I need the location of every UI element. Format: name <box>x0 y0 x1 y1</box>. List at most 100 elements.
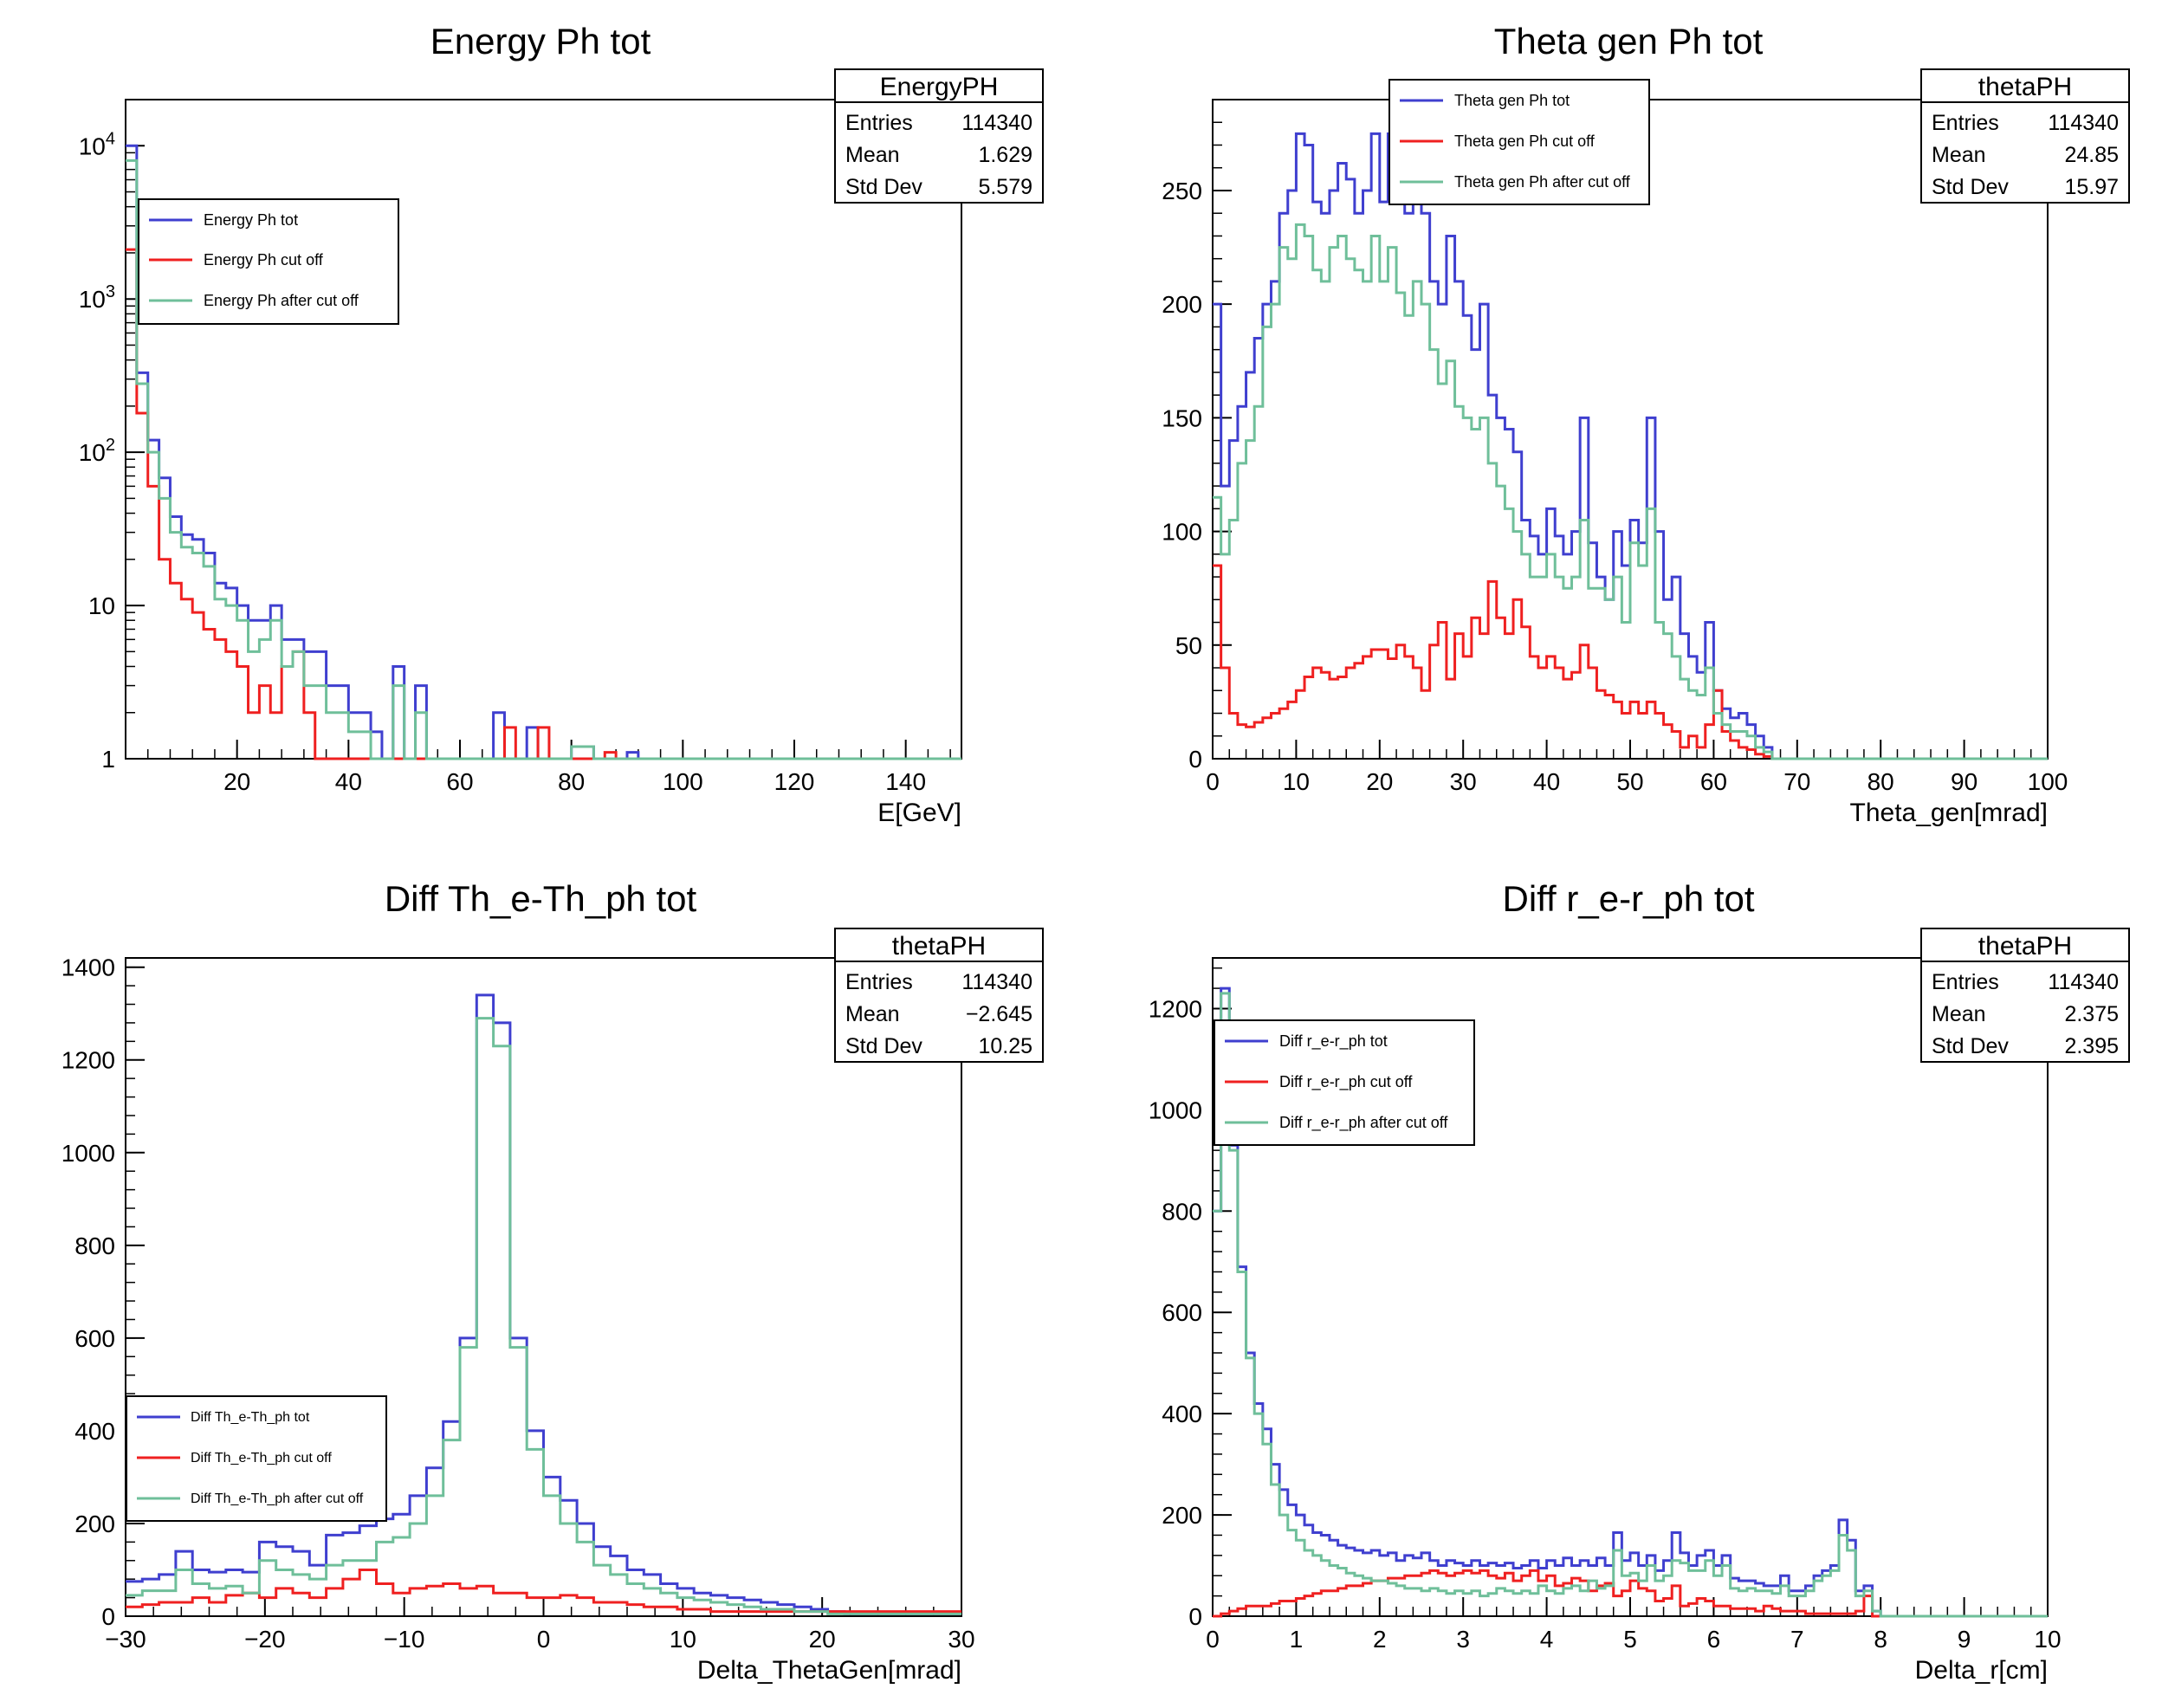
x-tick-label: 0 <box>1206 1626 1220 1653</box>
x-tick-label: 5 <box>1623 1626 1637 1653</box>
stats-value: 114340 <box>961 111 1032 135</box>
stats-label: Entries <box>1932 970 1999 994</box>
stats-label: Std Dev <box>845 175 922 199</box>
stats-name: thetaPH <box>1978 932 2072 961</box>
series-cut <box>1213 1569 2048 1618</box>
legend-label: Diff Th_e-Th_ph tot <box>191 1410 310 1425</box>
x-tick-label: 1 <box>1290 1626 1304 1653</box>
y-tick-label: 1 <box>101 746 115 773</box>
x-tick-label: 10 <box>670 1626 696 1653</box>
legend-label: Diff Th_e-Th_ph cut off <box>191 1451 332 1465</box>
stats-value: 10.25 <box>978 1034 1032 1058</box>
legend-label: Energy Ph cut off <box>204 251 324 268</box>
x-tick-label: 140 <box>885 768 926 795</box>
legend-label: Diff r_e-r_ph tot <box>1279 1032 1388 1051</box>
legend: Diff r_e-r_ph tot Diff r_e-r_ph cut off … <box>1214 1019 1475 1146</box>
panel-theta: Theta gen Ph tot 0 10 20 30 40 50 60 70 80 90 1000… <box>1162 21 2130 827</box>
y-tick-label: 1200 <box>61 1047 115 1074</box>
x-tick-label: 60 <box>446 768 473 795</box>
y-tick-label: 0 <box>1188 746 1202 773</box>
legend: Theta gen Ph tot Theta gen Ph cut off Th… <box>1388 79 1650 205</box>
x-tick-label: 10 <box>2034 1626 2061 1653</box>
x-tick-label: 4 <box>1540 1626 1554 1653</box>
x-tick-label: 80 <box>558 768 585 795</box>
y-tick-label: 800 <box>74 1232 115 1259</box>
y-tick-label: 400 <box>74 1418 115 1445</box>
stats-value: 24.85 <box>2064 143 2119 167</box>
stats-label: Std Dev <box>1932 175 2009 199</box>
plot-area: 0 10 20 30 40 50 60 70 80 90 100 0 50 100 150 200 250 The… <box>1162 99 2068 827</box>
x-tick-label: 3 <box>1456 1626 1470 1653</box>
stats-name: thetaPH <box>1978 73 2072 101</box>
x-tick-label: 30 <box>1450 768 1477 795</box>
plot-area: −30 −20 −10 0 10 20 30 0 200 400 600 800 1000 1200 140… <box>61 954 975 1685</box>
y-tick-label: 100 <box>1162 519 1202 546</box>
y-tick-label: 102 <box>79 436 115 466</box>
series-tot <box>1213 132 2048 760</box>
stats-label: Std Dev <box>845 1034 922 1058</box>
x-tick-label: 90 <box>1951 768 1978 795</box>
panel-title: Diff r_e-r_ph tot <box>1502 878 1754 919</box>
stats-label: Entries <box>1932 111 1999 135</box>
legend-label: Energy Ph after cut off <box>204 292 359 309</box>
plot-area: 0 1 2 3 4 5 6 7 8 9 10 0 200 400 600 800 1000 1200 Delta_r… <box>1149 957 2062 1685</box>
y-tick-label: 10 <box>88 592 115 619</box>
x-tick-label: 7 <box>1790 1626 1804 1653</box>
y-tick-label: 800 <box>1162 1198 1202 1225</box>
stats-value: 1.629 <box>978 143 1032 167</box>
y-tick-label: 1000 <box>61 1140 115 1167</box>
x-tick-label: 80 <box>1867 768 1894 795</box>
stats-value: 114340 <box>961 970 1032 994</box>
plot-area: 20 40 60 80 100 120 140 1 10 102 103 104 E[GeV] <box>79 99 962 827</box>
legend-label: Energy Ph tot <box>204 211 298 229</box>
y-tick-label: 0 <box>101 1603 115 1630</box>
stats-box: EnergyPH Entries 114340 Mean 1.629 Std D… <box>834 68 1044 204</box>
x-tick-label: 120 <box>774 768 815 795</box>
x-tick-label: 100 <box>663 768 703 795</box>
y-tick-label: 600 <box>1162 1299 1202 1326</box>
y-tick-label: 1200 <box>1149 995 1202 1022</box>
x-tick-label: 30 <box>948 1626 974 1653</box>
y-tick-label: 0 <box>1188 1603 1202 1630</box>
x-tick-label: 100 <box>2028 768 2068 795</box>
x-tick-label: −20 <box>244 1626 286 1653</box>
x-axis-label: Delta_r[cm] <box>1915 1656 2048 1685</box>
stats-value: −2.645 <box>966 1002 1032 1026</box>
x-tick-label: 40 <box>335 768 362 795</box>
series-tot <box>126 993 961 1615</box>
x-tick-label: −10 <box>384 1626 425 1653</box>
stats-label: Mean <box>845 143 900 167</box>
x-tick-label: −30 <box>105 1626 146 1653</box>
stats-box: thetaPH Entries 114340 Mean 2.375 Std De… <box>1920 928 2130 1063</box>
legend-label: Diff r_e-r_ph after cut off <box>1279 1114 1448 1132</box>
y-tick-label: 400 <box>1162 1401 1202 1427</box>
legend: Diff Th_e-Th_ph tot Diff Th_e-Th_ph cut … <box>126 1395 387 1522</box>
stats-label: Mean <box>1932 1002 1986 1026</box>
x-tick-label: 50 <box>1616 768 1643 795</box>
legend-label: Theta gen Ph cut off <box>1454 133 1596 150</box>
x-tick-label: 0 <box>1206 768 1220 795</box>
series-after <box>1213 223 2048 760</box>
series-cut <box>126 248 961 760</box>
stats-value: 2.375 <box>2064 1002 2119 1026</box>
stats-name: EnergyPH <box>880 73 999 101</box>
y-tick-label: 50 <box>1175 632 1202 659</box>
y-tick-label: 1000 <box>1149 1097 1202 1123</box>
legend: Energy Ph tot Energy Ph cut off Energy P… <box>138 198 399 325</box>
legend-label: Diff r_e-r_ph cut off <box>1279 1073 1413 1091</box>
stats-box: thetaPH Entries 114340 Mean −2.645 Std D… <box>834 928 1044 1063</box>
stats-label: Entries <box>845 970 913 994</box>
x-tick-label: 0 <box>537 1626 551 1653</box>
x-axis-label: Theta_gen[mrad] <box>1850 799 2048 827</box>
stats-name: thetaPH <box>892 932 986 961</box>
x-tick-label: 6 <box>1707 1626 1721 1653</box>
y-tick-label: 1400 <box>61 954 115 981</box>
x-tick-label: 40 <box>1533 768 1560 795</box>
stats-box: thetaPH Entries 114340 Mean 24.85 Std De… <box>1920 68 2130 204</box>
x-tick-label: 60 <box>1700 768 1727 795</box>
x-tick-label: 9 <box>1958 1626 1971 1653</box>
x-tick-label: 70 <box>1783 768 1810 795</box>
stats-label: Std Dev <box>1932 1034 2009 1058</box>
stats-value: 15.97 <box>2064 175 2119 199</box>
